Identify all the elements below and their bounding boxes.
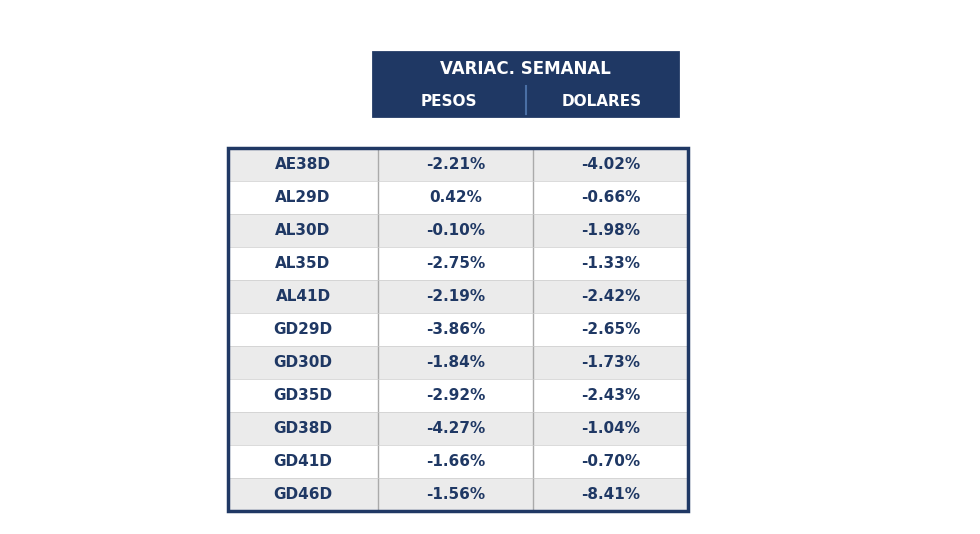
Bar bbox=[228, 181, 688, 214]
Text: -2.65%: -2.65% bbox=[581, 322, 640, 337]
Text: -1.98%: -1.98% bbox=[581, 223, 640, 238]
Text: GD29D: GD29D bbox=[273, 322, 332, 337]
Text: VARIAC. SEMANAL: VARIAC. SEMANAL bbox=[440, 60, 611, 78]
Bar bbox=[228, 148, 688, 511]
Text: -1.56%: -1.56% bbox=[426, 487, 485, 502]
Text: AL29D: AL29D bbox=[275, 190, 330, 205]
Text: AE38D: AE38D bbox=[275, 157, 331, 172]
Text: -1.66%: -1.66% bbox=[426, 454, 485, 469]
Text: -3.86%: -3.86% bbox=[426, 322, 485, 337]
Text: -1.73%: -1.73% bbox=[581, 355, 640, 370]
Text: -2.21%: -2.21% bbox=[426, 157, 485, 172]
Text: GD41D: GD41D bbox=[273, 454, 332, 469]
Text: AL30D: AL30D bbox=[275, 223, 330, 238]
Text: -0.10%: -0.10% bbox=[426, 223, 485, 238]
Text: -2.75%: -2.75% bbox=[426, 256, 485, 271]
Text: AL35D: AL35D bbox=[275, 256, 330, 271]
Text: -2.92%: -2.92% bbox=[426, 388, 485, 403]
Text: PESOS: PESOS bbox=[421, 93, 477, 108]
Text: GD35D: GD35D bbox=[273, 388, 332, 403]
Bar bbox=[228, 313, 688, 346]
Text: GD38D: GD38D bbox=[273, 421, 332, 436]
Bar bbox=[228, 379, 688, 412]
Bar bbox=[228, 346, 688, 379]
Text: -8.41%: -8.41% bbox=[581, 487, 640, 502]
Bar bbox=[228, 412, 688, 445]
Bar bbox=[228, 280, 688, 313]
Text: -0.70%: -0.70% bbox=[581, 454, 640, 469]
Text: 0.42%: 0.42% bbox=[429, 190, 482, 205]
Text: -1.33%: -1.33% bbox=[581, 256, 640, 271]
Bar bbox=[228, 445, 688, 478]
Text: -4.27%: -4.27% bbox=[426, 421, 485, 436]
Text: -4.02%: -4.02% bbox=[581, 157, 640, 172]
Bar bbox=[228, 214, 688, 247]
Text: -2.19%: -2.19% bbox=[426, 289, 485, 304]
Text: -1.84%: -1.84% bbox=[426, 355, 485, 370]
Text: AL41D: AL41D bbox=[275, 289, 330, 304]
Text: -2.42%: -2.42% bbox=[581, 289, 640, 304]
Text: DOLARES: DOLARES bbox=[562, 93, 642, 108]
Bar bbox=[228, 247, 688, 280]
Bar bbox=[525, 86, 678, 116]
Text: -2.43%: -2.43% bbox=[581, 388, 640, 403]
Bar bbox=[373, 52, 678, 86]
Text: GD30D: GD30D bbox=[273, 355, 332, 370]
Text: -0.66%: -0.66% bbox=[581, 190, 640, 205]
Text: GD46D: GD46D bbox=[273, 487, 332, 502]
Bar bbox=[228, 478, 688, 511]
Text: -1.04%: -1.04% bbox=[581, 421, 640, 436]
Bar bbox=[373, 52, 678, 116]
Bar bbox=[373, 86, 525, 116]
Bar bbox=[228, 148, 688, 181]
